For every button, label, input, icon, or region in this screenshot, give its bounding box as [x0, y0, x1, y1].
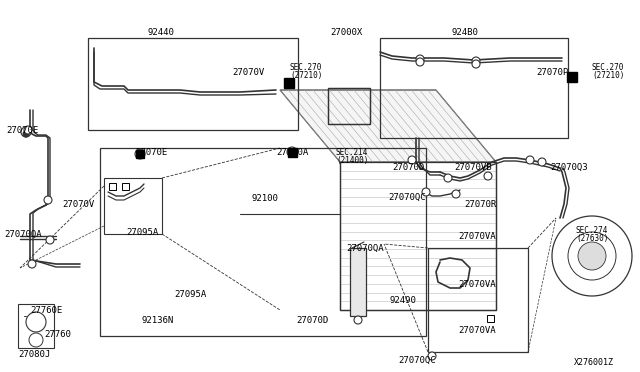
- Text: 27070R: 27070R: [464, 200, 496, 209]
- Bar: [104, 178, 162, 234]
- Circle shape: [568, 232, 616, 280]
- Circle shape: [578, 242, 606, 270]
- Text: 27650A: 27650A: [276, 148, 308, 157]
- Bar: [109, 183, 116, 190]
- Text: 27080J: 27080J: [18, 350, 51, 359]
- Circle shape: [23, 131, 29, 137]
- Bar: [328, 88, 370, 124]
- Circle shape: [472, 60, 480, 68]
- Text: (27210): (27210): [592, 71, 625, 80]
- Circle shape: [44, 196, 52, 204]
- Text: 27760: 27760: [44, 330, 71, 339]
- Circle shape: [444, 174, 452, 182]
- Circle shape: [472, 57, 480, 65]
- Circle shape: [26, 312, 46, 332]
- Text: 27760E: 27760E: [30, 306, 62, 315]
- Circle shape: [538, 158, 546, 166]
- Text: X276001Z: X276001Z: [574, 358, 614, 367]
- Circle shape: [552, 216, 632, 296]
- Circle shape: [354, 316, 362, 324]
- Bar: [18, 304, 54, 348]
- Circle shape: [452, 190, 460, 198]
- Circle shape: [422, 188, 430, 196]
- Circle shape: [135, 149, 145, 159]
- Circle shape: [416, 55, 424, 63]
- Text: 27070P: 27070P: [536, 68, 568, 77]
- Text: (27210): (27210): [290, 71, 323, 80]
- Text: 27070D: 27070D: [392, 163, 424, 172]
- Text: (27630): (27630): [576, 234, 609, 243]
- Text: 924B0: 924B0: [452, 28, 479, 37]
- Text: SEC.214: SEC.214: [336, 148, 369, 157]
- Text: 27070VA: 27070VA: [458, 326, 495, 335]
- Bar: [136, 150, 144, 158]
- Circle shape: [21, 127, 31, 137]
- Circle shape: [428, 352, 436, 360]
- Text: 27070D: 27070D: [296, 316, 328, 325]
- Bar: [428, 248, 528, 352]
- Bar: [88, 38, 298, 130]
- Text: 27070QA: 27070QA: [4, 230, 42, 239]
- Bar: [328, 88, 370, 124]
- Text: 27070E: 27070E: [6, 126, 38, 135]
- Text: 27000X: 27000X: [330, 28, 362, 37]
- Text: 92100: 92100: [252, 194, 279, 203]
- Text: 92440: 92440: [148, 28, 175, 37]
- Circle shape: [29, 333, 43, 347]
- Text: 27070QA: 27070QA: [346, 244, 383, 253]
- Text: 27070Q3: 27070Q3: [550, 163, 588, 172]
- Text: 27095A: 27095A: [126, 228, 158, 237]
- Bar: [122, 183, 129, 190]
- Text: 27070V: 27070V: [232, 68, 264, 77]
- Bar: [340, 162, 496, 310]
- Circle shape: [24, 126, 32, 134]
- Circle shape: [416, 58, 424, 66]
- Text: 27070QC: 27070QC: [388, 193, 426, 202]
- Bar: [100, 148, 426, 336]
- Polygon shape: [280, 90, 496, 162]
- Text: 92490: 92490: [390, 296, 417, 305]
- Text: 27070VB: 27070VB: [454, 163, 492, 172]
- Text: 27070V: 27070V: [62, 200, 94, 209]
- Text: 27070E: 27070E: [135, 148, 167, 157]
- Text: 27070VA: 27070VA: [458, 280, 495, 289]
- Circle shape: [28, 260, 36, 268]
- Bar: [487, 315, 494, 322]
- Text: SEC.270: SEC.270: [592, 63, 625, 72]
- Text: 27095A: 27095A: [174, 290, 206, 299]
- Bar: [380, 38, 568, 138]
- Text: (21400): (21400): [336, 156, 369, 165]
- Text: SEC.274: SEC.274: [576, 226, 609, 235]
- Circle shape: [46, 236, 54, 244]
- Circle shape: [526, 156, 534, 164]
- Text: 27070QC: 27070QC: [398, 356, 436, 365]
- Circle shape: [484, 172, 492, 180]
- Circle shape: [287, 147, 297, 157]
- Text: 27070VA: 27070VA: [458, 232, 495, 241]
- Text: SEC.270: SEC.270: [290, 63, 323, 72]
- Bar: [284, 78, 294, 88]
- Circle shape: [408, 156, 416, 164]
- Bar: [350, 248, 366, 316]
- Bar: [567, 72, 577, 82]
- Bar: [288, 148, 297, 157]
- Text: 92136N: 92136N: [142, 316, 174, 325]
